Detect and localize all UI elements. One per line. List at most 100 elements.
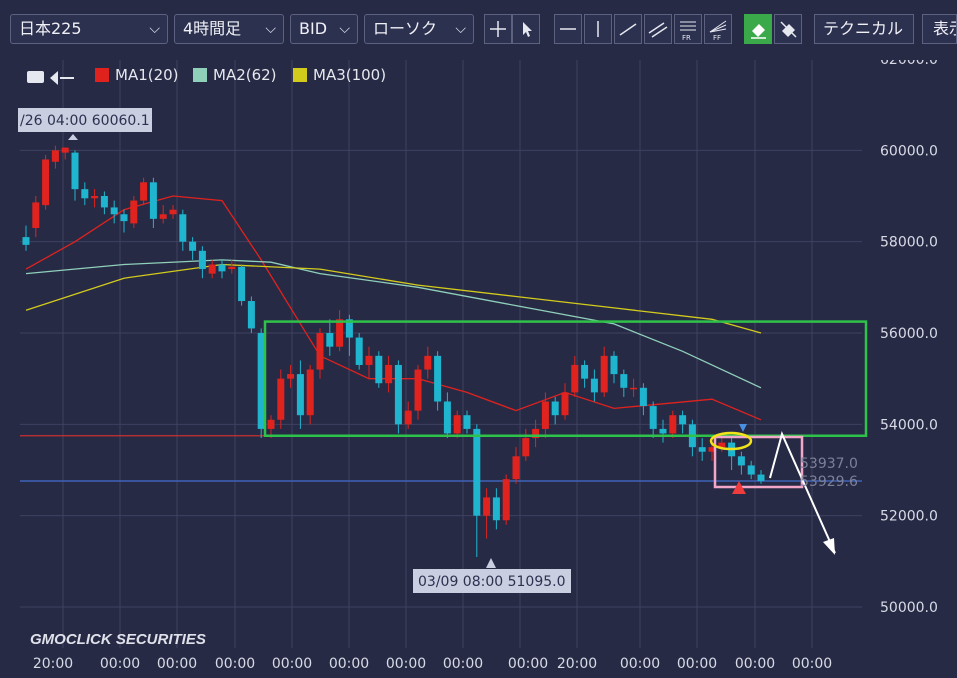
fibonacci-fan-icon: FF [709, 20, 727, 42]
price-readout-label: 53937.0 [800, 456, 858, 472]
symbol-select[interactable]: 日本225 ⌵ [10, 14, 168, 44]
low-annotation-label: 03/09 08:00 51095.0 [418, 574, 566, 590]
candle-body [51, 150, 59, 162]
legend-label-1: MA1(20) [115, 66, 179, 84]
delete-drawings-button[interactable] [774, 14, 802, 44]
chevron-down-icon: ⌵ [455, 21, 466, 37]
broker-watermark: GMOCLICK SECURITIES [30, 631, 206, 648]
candle-body [277, 378, 285, 420]
candle-body [512, 456, 520, 480]
candle-body [61, 147, 69, 153]
candle-body [434, 355, 442, 402]
time-tick-label: 00:00 [620, 656, 660, 672]
candle-body [718, 442, 726, 448]
candle-body [443, 401, 451, 434]
forecast-arrow-line[interactable] [769, 431, 836, 554]
drawing-overlays[interactable] [263, 320, 868, 555]
vertical-line-icon [597, 21, 599, 37]
candle-body [639, 387, 647, 407]
candle-body [130, 200, 138, 224]
moving-average-line-1 [25, 195, 762, 421]
price-tick-label: 54000.0 [880, 417, 938, 433]
candle-body [679, 415, 687, 425]
highlight-ellipse[interactable] [709, 431, 753, 451]
vertical-line-button[interactable] [584, 14, 612, 44]
candle-body [522, 438, 530, 457]
candle-body [737, 456, 745, 466]
delete-drawings-icon [780, 21, 797, 38]
horizontal-line-icon [560, 28, 576, 30]
candle-body [385, 364, 393, 384]
interval-select[interactable]: 4時間足 ⌵ [174, 14, 284, 44]
fibonacci-retracement-button[interactable]: FR [674, 14, 702, 44]
candle-body [610, 355, 618, 375]
candle-body [316, 333, 324, 370]
time-tick-label: 00:00 [735, 656, 775, 672]
horizontal-line-button[interactable] [554, 14, 582, 44]
candle-body [189, 241, 197, 251]
candle-body [620, 374, 628, 388]
collapse-legend-icon[interactable] [50, 71, 58, 85]
cursor-button[interactable] [512, 14, 540, 44]
candle-body [747, 465, 755, 475]
candle-body [100, 196, 108, 208]
moving-average-lines [25, 195, 762, 421]
channel-icon [648, 22, 668, 38]
eraser-button[interactable] [744, 14, 772, 44]
candle-body [551, 401, 559, 416]
candle-body [649, 406, 657, 429]
comment-icon [27, 71, 44, 83]
highlight-box[interactable] [713, 435, 804, 489]
candle-body [81, 189, 89, 199]
chart-style-select-label: ローソク [373, 19, 438, 38]
chevron-down-icon: ⌵ [149, 21, 160, 37]
low-annotation-box [413, 569, 571, 593]
candle-body [571, 364, 579, 393]
candle-body [757, 474, 765, 481]
legend-swatch-3 [293, 68, 307, 82]
price-readout-label: 53929.6 [800, 474, 858, 490]
forecast-arrow-head[interactable] [823, 538, 835, 555]
range-box[interactable] [263, 320, 868, 438]
time-tick-label: 20:00 [557, 656, 597, 672]
candle-body [208, 264, 216, 274]
legend-swatch-1 [95, 68, 109, 82]
candle-body [149, 182, 157, 219]
candle-body [590, 378, 598, 393]
channel-button[interactable] [644, 14, 672, 44]
trend-line-icon [619, 23, 637, 36]
candle-body [159, 214, 167, 219]
candle-body [394, 364, 402, 425]
time-tick-label: 00:00 [677, 656, 717, 672]
candle-body [22, 237, 30, 245]
time-tick-label: 20:00 [33, 656, 73, 672]
candle-body [463, 415, 471, 429]
candle-body [287, 374, 295, 379]
trend-line-button[interactable] [614, 14, 642, 44]
high-annotation-box [18, 108, 152, 132]
candle-body [581, 364, 589, 379]
technical-button[interactable]: テクニカル [814, 14, 914, 44]
candle-body [630, 387, 638, 390]
candle-body [502, 479, 510, 521]
display-button[interactable]: 表示 [922, 14, 957, 44]
candle-body [169, 209, 177, 215]
chart-style-select[interactable]: ローソク ⌵ [364, 14, 474, 44]
candle-body [140, 182, 148, 201]
fibonacci-fan-button[interactable]: FF [704, 14, 732, 44]
signal-marker-up [732, 481, 746, 494]
price-type-select[interactable]: BID ⌵ [290, 14, 358, 44]
svg-text:FR: FR [682, 34, 691, 42]
fibonacci-retracement-icon: FR [680, 21, 696, 42]
price-tick-label: 52000.0 [880, 509, 938, 525]
interval-select-label: 4時間足 [183, 19, 242, 38]
time-tick-label: 00:00 [329, 656, 369, 672]
eraser-icon [751, 24, 766, 39]
crosshair-button[interactable] [484, 14, 512, 44]
candle-body [91, 196, 99, 199]
price-tick-label: 56000.0 [880, 326, 938, 342]
time-tick-label: 00:00 [386, 656, 426, 672]
price-tick-label: 50000.0 [880, 600, 938, 616]
